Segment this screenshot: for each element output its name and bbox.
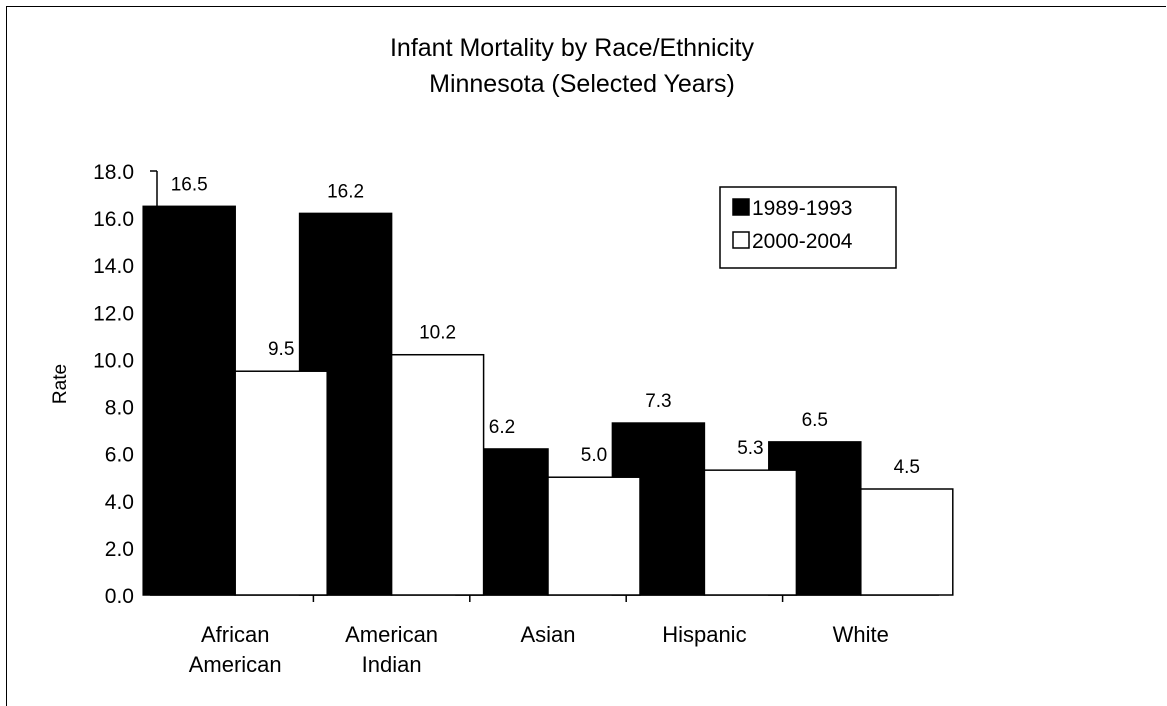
data-label: 5.3 [737,438,763,459]
chart-title-line-1: Infant Mortality by Race/Ethnicity [390,34,755,62]
y-tick-label: 12.0 [93,302,134,325]
y-tick-label: 0.0 [105,585,134,608]
chart-title: Infant Mortality by Race/Ethnicity Minne… [390,34,755,98]
legend-swatch [732,231,750,249]
data-label: 4.5 [894,457,920,478]
y-axis-label: Rate [50,364,71,404]
y-tick-label: 14.0 [93,255,134,278]
data-label: 16.5 [171,174,208,195]
y-tick-label: 2.0 [105,538,134,561]
x-category-label: Indian [362,652,422,677]
chart-title-line-2: Minnesota (Selected Years) [429,70,735,98]
x-category-label: Asian [520,622,575,647]
data-label: 5.0 [581,445,607,466]
x-category-label: White [833,622,889,647]
bars: 16.5 16.2 6.2 7.3 6.5 9.5 10.2 5.0 5.3 4.5 [142,174,954,596]
data-label: 6.5 [802,410,828,431]
bar-2000-2004 [234,370,328,596]
legend-swatch [732,198,750,216]
data-label: 9.5 [268,339,294,360]
y-tick-label: 16.0 [93,208,134,231]
bar-2000-2004 [703,469,798,596]
legend: 1989-1993 2000-2004 [719,186,897,269]
x-category-label: American [189,652,282,677]
data-label: 7.3 [645,391,671,412]
bar-2000-2004 [390,353,485,596]
bar-2000-2004 [860,488,954,596]
data-label: 16.2 [327,181,364,202]
y-tick-label: 10.0 [93,349,134,372]
legend-label: 1989-1993 [752,197,852,220]
axes: 0.0 2.0 4.0 6.0 8.0 10.0 12.0 14.0 16.0 18.0 Afric… [93,161,939,677]
x-category-label: Hispanic [662,622,746,647]
legend-label: 2000-2004 [752,230,853,253]
bar-1989-1993 [142,205,236,596]
chart-frame [6,6,1166,706]
y-tick-label: 8.0 [105,397,134,420]
y-tick-label: 6.0 [105,444,134,467]
y-tick-label: 4.0 [105,491,134,514]
x-category-label: African [201,622,269,647]
data-label: 6.2 [489,417,515,438]
data-label: 10.2 [419,323,456,344]
bar-2000-2004 [547,476,641,596]
x-category-label: American [345,622,438,647]
y-tick-label: 18.0 [93,161,134,184]
